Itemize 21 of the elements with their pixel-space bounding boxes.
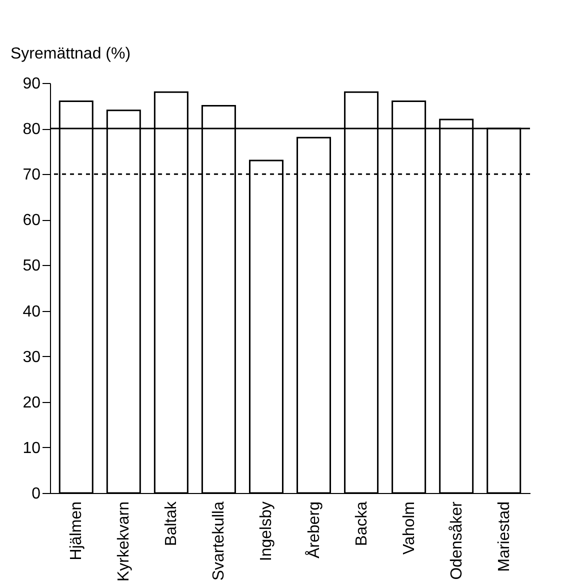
y-tick-label: 70 [22,166,41,184]
y-tick-label: 60 [22,212,41,230]
x-tick-label: Svartekulla [210,501,228,581]
x-tick-label: Backa [353,501,370,546]
y-tick-label: 0 [32,486,41,502]
y-tick-label: 40 [22,303,41,320]
x-tick-label: Hjälmen [68,502,86,560]
y-tick-label: 90 [22,76,41,92]
y-tick-label: 50 [22,258,41,275]
y-tick-label: 80 [22,121,41,138]
x-tick-label: Odensåker [448,500,466,580]
y-tick-label: 30 [22,348,41,366]
x-tick-label: Kyrkekvarn [116,502,133,582]
x-tick-label: Baltak [163,500,180,546]
x-tick-label: Mariestad [496,502,513,572]
y-axis-title: Syremättnad (%) [10,46,131,62]
y-tick-label: 10 [22,440,41,457]
x-tick-label: Åreberg [304,502,323,558]
y-tick-label: 20 [22,394,41,412]
x-tick-label: Ingelsby [258,502,276,562]
x-tick-label: Vaholm [400,502,418,555]
